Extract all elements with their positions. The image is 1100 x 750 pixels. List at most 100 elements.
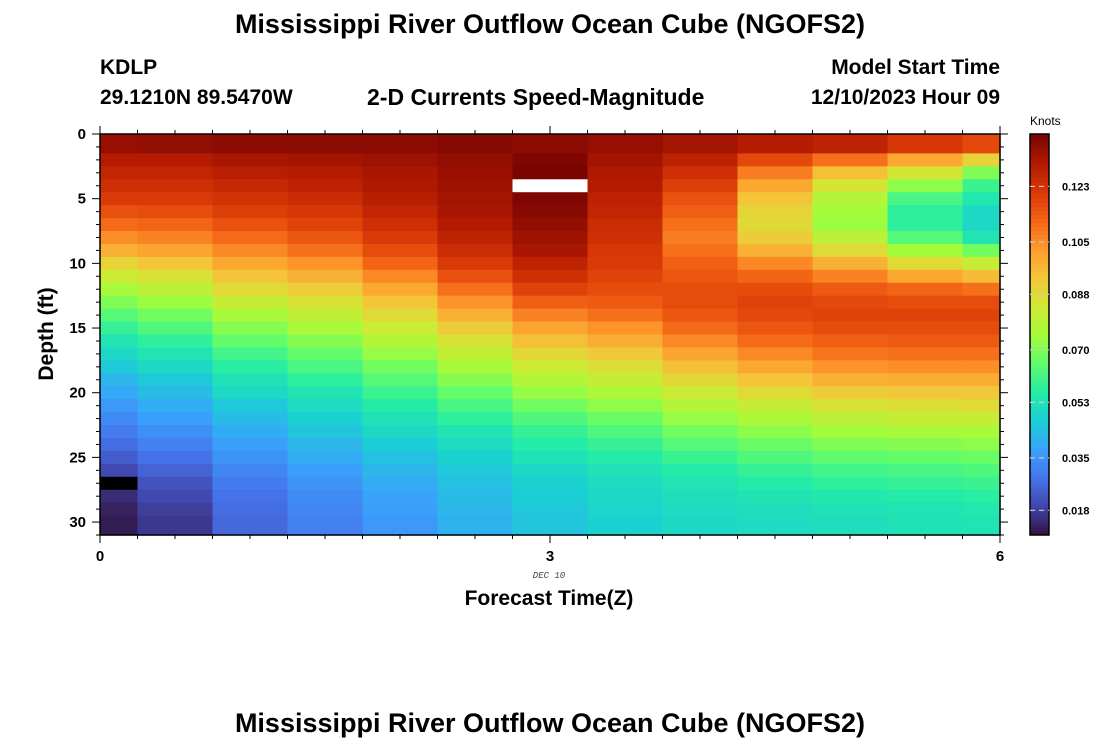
heatmap-cell <box>137 295 214 310</box>
heatmap-cell <box>887 515 964 536</box>
heatmap-cell <box>362 463 439 478</box>
heatmap-cell <box>212 321 289 336</box>
heatmap-cell <box>287 269 364 284</box>
heatmap-cell <box>437 347 514 361</box>
heatmap-cell <box>362 256 439 271</box>
heatmap-cell <box>100 269 139 284</box>
colorbar-segment <box>1030 218 1049 223</box>
colorbar-segment <box>1030 458 1049 464</box>
heatmap-cell <box>512 476 589 491</box>
heatmap-cell <box>512 502 589 517</box>
heatmap-cell <box>437 412 514 426</box>
heatmap-cell <box>287 134 364 154</box>
heatmap-cell <box>587 515 664 536</box>
colorbar-segment <box>1030 346 1049 352</box>
colorbar-segment <box>1030 162 1049 167</box>
heatmap-cell <box>137 425 214 439</box>
heatmap-cell <box>100 450 139 465</box>
heatmap-cell <box>662 256 739 271</box>
heatmap-cell <box>737 425 814 439</box>
heatmap-cell <box>287 515 364 536</box>
heatmap-cell <box>962 218 1001 232</box>
colorbar-segment <box>1030 438 1049 444</box>
colorbar-segment <box>1030 222 1049 227</box>
heatmap-cell <box>737 153 814 167</box>
colorbar-segment <box>1030 350 1049 356</box>
heatmap-cell <box>100 373 139 387</box>
heatmap-cell <box>887 386 964 400</box>
heatmap-cell <box>212 269 289 284</box>
colorbar-segment <box>1030 422 1049 428</box>
heatmap-cell <box>662 515 739 536</box>
colorbar-segment <box>1030 138 1049 143</box>
colorbar-segment <box>1030 394 1049 400</box>
heatmap-cell <box>737 256 814 271</box>
colorbar-segment <box>1030 182 1049 187</box>
colorbar-segment <box>1030 186 1049 191</box>
heatmap-cell <box>587 192 664 206</box>
heatmap-cell <box>137 256 214 271</box>
y-tick-label: 25 <box>69 449 86 466</box>
heatmap-cell <box>212 412 289 426</box>
heatmap-cell <box>812 463 889 478</box>
heatmap-cell <box>100 231 139 245</box>
colorbar-segment <box>1030 462 1049 468</box>
heatmap-cell <box>437 360 514 374</box>
heatmap-cell <box>100 192 139 206</box>
heatmap-cell <box>662 476 739 491</box>
heatmap-cell <box>137 399 214 413</box>
colorbar-segment <box>1030 274 1049 279</box>
heatmap-cell <box>662 192 739 206</box>
heatmap-cell <box>362 412 439 426</box>
heatmap-cell <box>737 166 814 180</box>
heatmap-cell <box>962 192 1001 206</box>
heatmap-cell <box>362 308 439 323</box>
heatmap-cell <box>212 166 289 180</box>
colorbar-segment <box>1030 230 1049 235</box>
heatmap-cell <box>437 205 514 219</box>
colorbar-segment <box>1030 482 1049 488</box>
heatmap-cell <box>512 450 589 465</box>
heatmap-cell <box>287 192 364 206</box>
colorbar-segment <box>1030 378 1049 384</box>
heatmap-cell <box>100 308 139 323</box>
heatmap-cell <box>437 399 514 413</box>
heatmap-cell <box>137 205 214 219</box>
colorbar-tick-label: 0.053 <box>1062 397 1090 409</box>
colorbar-segment <box>1030 506 1049 512</box>
heatmap-cell <box>512 295 589 310</box>
heatmap-cell <box>662 463 739 478</box>
heatmap-cell <box>587 256 664 271</box>
heatmap-cell <box>287 334 364 349</box>
heatmap-cell <box>212 295 289 310</box>
heatmap-cell <box>212 231 289 245</box>
heatmap-cell <box>362 321 439 336</box>
heatmap-cell <box>137 321 214 336</box>
colorbar-segment <box>1030 254 1049 259</box>
colorbar-tick-label: 0.035 <box>1062 453 1090 465</box>
heatmap-cell <box>137 373 214 387</box>
colorbar-segment <box>1030 194 1049 199</box>
heatmap-cell <box>137 166 214 180</box>
heatmap-cell <box>737 243 814 258</box>
heatmap-cell <box>437 437 514 452</box>
heatmap-cell <box>212 386 289 400</box>
heatmap-cell <box>587 166 664 180</box>
heatmap-cell <box>812 476 889 491</box>
colorbar-segment <box>1030 494 1049 500</box>
heatmap-cell <box>962 502 1001 517</box>
colorbar <box>1030 134 1049 536</box>
heatmap-cell <box>512 243 589 258</box>
heatmap-cell <box>287 153 364 167</box>
heatmap-cell <box>962 437 1001 452</box>
heatmap-cell <box>662 308 739 323</box>
heatmap-cell <box>100 295 139 310</box>
colorbar-segment <box>1030 402 1049 408</box>
heatmap-cell <box>737 412 814 426</box>
heatmap-cell <box>887 295 964 310</box>
heatmap-cell <box>587 334 664 349</box>
heatmap-cell <box>887 218 964 232</box>
heatmap-cell <box>362 476 439 491</box>
heatmap-cell <box>100 218 139 232</box>
